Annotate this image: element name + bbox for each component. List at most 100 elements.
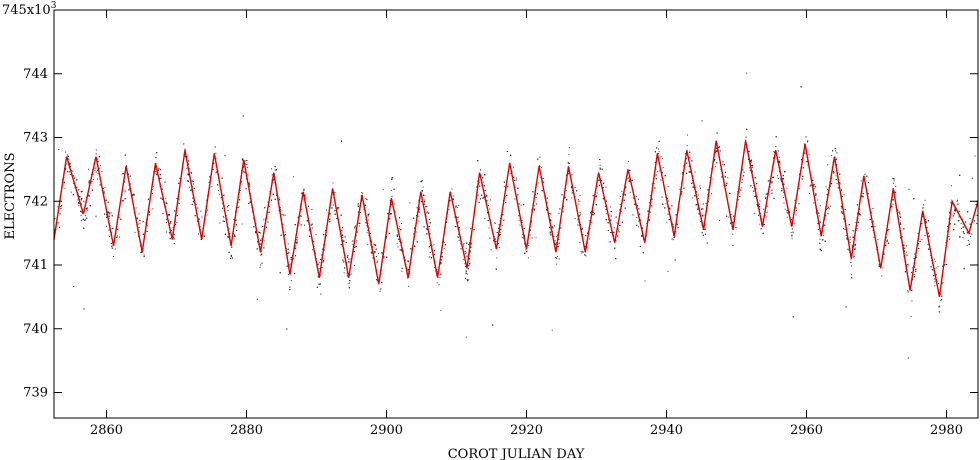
data-point: [858, 213, 860, 215]
data-point: [830, 205, 831, 207]
data-point: [139, 222, 141, 224]
data-point: [761, 218, 763, 220]
data-point: [725, 171, 726, 173]
data-point: [322, 248, 323, 250]
data-point: [611, 232, 612, 234]
data-point: [913, 258, 915, 260]
data-point: [619, 204, 621, 206]
data-point: [856, 224, 858, 226]
data-point: [667, 270, 669, 272]
data-point: [264, 207, 266, 209]
data-point: [501, 224, 503, 226]
data-point: [557, 246, 559, 247]
data-point: [658, 151, 660, 153]
data-point: [740, 187, 742, 189]
data-point: [931, 269, 933, 271]
data-point: [133, 193, 135, 195]
data-point: [421, 190, 423, 192]
data-point: [823, 234, 825, 236]
data-point: [834, 148, 836, 149]
data-point: [579, 241, 581, 243]
data-point: [695, 204, 697, 206]
data-point: [834, 150, 836, 152]
data-point: [346, 272, 348, 274]
data-point: [521, 222, 523, 223]
data-point: [389, 218, 391, 220]
data-point: [850, 258, 852, 260]
data-point: [149, 211, 150, 213]
data-point: [851, 274, 852, 276]
data-point: [574, 187, 576, 188]
data-point: [850, 261, 852, 263]
data-point: [912, 267, 914, 269]
data-point: [458, 221, 460, 223]
data-point: [934, 285, 936, 287]
data-point: [255, 231, 256, 233]
data-point: [967, 240, 969, 241]
data-point: [320, 254, 322, 256]
data-point: [907, 290, 909, 292]
data-point: [92, 173, 94, 175]
data-point: [465, 252, 467, 254]
data-point: [382, 189, 384, 191]
data-point: [108, 215, 110, 217]
data-point: [367, 244, 369, 246]
data-point: [111, 245, 113, 247]
data-point: [194, 215, 196, 217]
data-point: [192, 201, 194, 203]
data-point: [441, 256, 443, 258]
data-point: [83, 201, 85, 203]
data-point: [905, 251, 907, 253]
data-point: [654, 151, 656, 153]
data-point: [354, 225, 356, 227]
data-point: [934, 268, 936, 270]
data-point: [438, 284, 440, 285]
data-point: [308, 205, 309, 207]
data-point: [759, 206, 760, 208]
data-point: [398, 228, 400, 230]
data-point: [576, 190, 578, 192]
data-point: [751, 166, 753, 168]
data-point: [692, 197, 694, 199]
data-point: [872, 220, 874, 222]
data-point: [179, 177, 181, 179]
data-point: [588, 220, 590, 222]
data-point: [195, 204, 197, 205]
data-point: [672, 239, 674, 241]
data-point: [946, 230, 948, 232]
data-point: [332, 182, 334, 184]
data-point: [246, 160, 248, 161]
data-point: [414, 245, 416, 247]
data-point: [316, 286, 318, 288]
data-point: [596, 195, 598, 197]
data-point: [484, 218, 486, 219]
data-point: [137, 223, 139, 225]
data-point: [140, 252, 142, 254]
data-point: [296, 237, 298, 239]
data-point: [913, 273, 915, 275]
data-point: [247, 174, 249, 176]
data-point: [620, 210, 622, 212]
data-point: [287, 274, 289, 275]
data-point: [648, 219, 650, 221]
data-point: [637, 205, 638, 207]
data-point: [749, 160, 751, 162]
data-point: [976, 223, 978, 225]
data-point: [856, 204, 858, 206]
data-point: [466, 279, 468, 281]
data-point: [429, 252, 431, 253]
data-point: [258, 231, 260, 233]
data-point: [456, 206, 458, 208]
data-point: [97, 173, 99, 175]
data-point: [715, 150, 717, 152]
data-point: [577, 200, 579, 202]
data-point: [166, 231, 167, 233]
data-point: [921, 222, 923, 224]
data-point: [759, 223, 761, 225]
data-point: [849, 242, 851, 244]
data-point: [971, 177, 973, 179]
data-point: [534, 205, 536, 207]
data-point: [511, 171, 513, 173]
data-point: [536, 203, 538, 205]
data-point: [400, 229, 402, 231]
